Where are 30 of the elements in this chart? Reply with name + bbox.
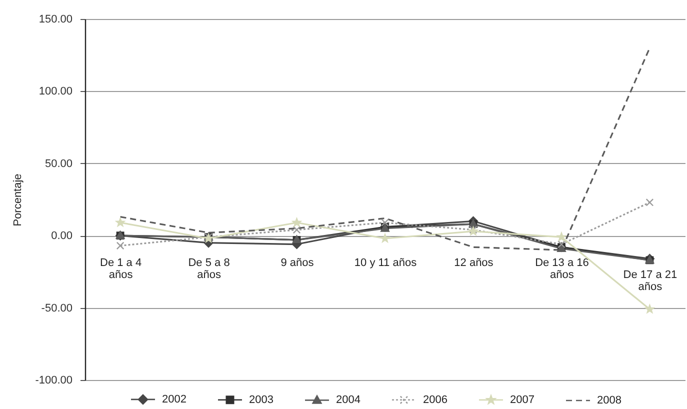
y-tick-label: 0.00 [51,230,72,242]
x-tick-label: De 13 a 16 años [535,257,589,282]
y-tick-label: -50.00 [41,302,72,314]
y-tick-label: 100.00 [38,86,72,98]
legend-label: 2004 [336,394,360,406]
point [292,226,301,234]
point [558,240,566,248]
x-tick-label: De 5 a 8 años [188,257,230,282]
x-tick-label: De 17 a 21 años [623,269,678,294]
legend-label: 2008 [597,394,622,406]
point [381,218,389,227]
y-axis-title: Porcentaje [12,174,24,226]
point [116,218,125,226]
legend-label: 2002 [162,393,186,406]
y-tick-label: 50.00 [44,158,72,170]
point [116,242,124,250]
legend-label: 2007 [510,394,534,406]
point [645,304,654,314]
point [557,232,566,241]
point [646,198,654,206]
y-tick-label: -100.00 [35,374,72,386]
point [380,234,390,242]
legend-label: 2003 [249,394,274,406]
x-tick-label: 9 años [280,257,314,270]
y-tick-label: 150.00 [38,14,72,26]
x-tick-label: De 1 a 4 años [100,257,142,282]
point [292,218,302,226]
x-tick-label: 12 años [454,257,494,270]
x-tick-label: 10 y 11 años [354,257,418,270]
legend-label: 2006 [423,394,448,406]
